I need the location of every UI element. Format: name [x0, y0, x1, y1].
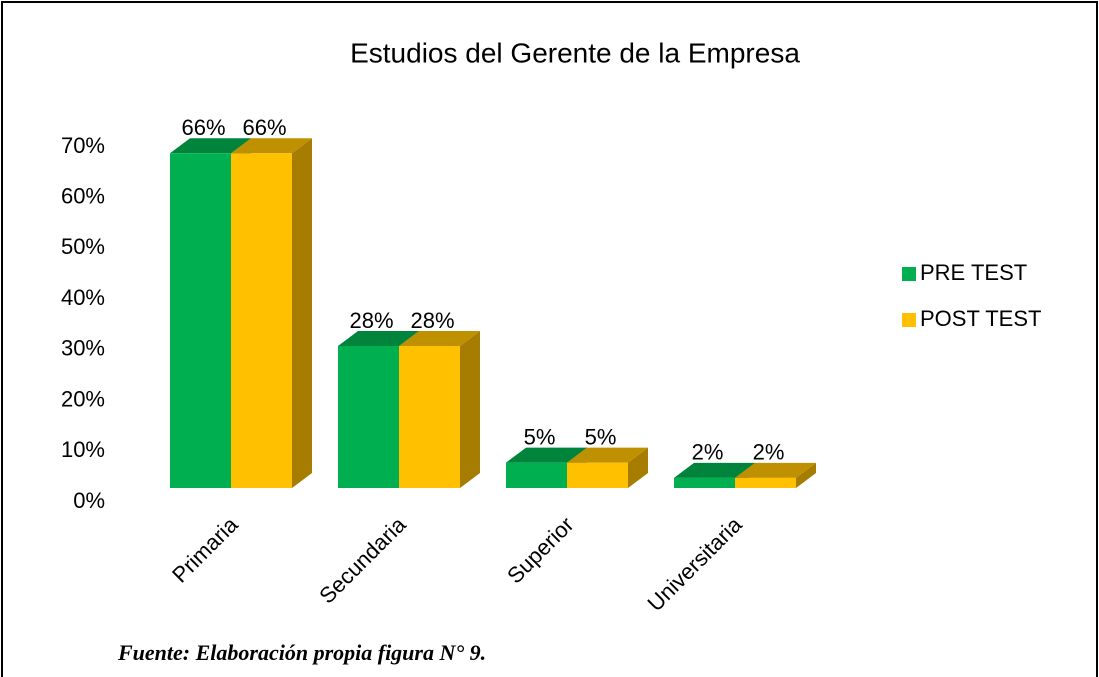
y-tick-label: 50% [61, 234, 105, 259]
bar-top [231, 138, 312, 154]
data-label: 2% [753, 440, 785, 465]
legend-swatch [902, 313, 916, 327]
bar-top [338, 331, 419, 346]
bar-front [170, 153, 231, 489]
y-tick-label: 20% [61, 386, 105, 411]
bar-top [170, 138, 251, 154]
bar-front [567, 462, 628, 488]
bar-front [231, 153, 292, 489]
x-tick-label: Superior [502, 512, 578, 588]
bar-side [292, 138, 312, 489]
data-label: 66% [242, 115, 286, 140]
y-tick-label: 0% [73, 488, 105, 513]
y-tick-label: 60% [61, 184, 105, 209]
bar [735, 462, 816, 488]
data-label: 28% [410, 308, 454, 333]
x-tick-label: Secundaria [314, 511, 411, 608]
data-label: 28% [349, 308, 393, 333]
bar-top [735, 462, 816, 478]
bar-front [338, 346, 399, 488]
y-tick-label: 70% [61, 133, 105, 158]
data-label: 66% [181, 115, 225, 140]
legend-swatch [902, 267, 916, 281]
data-label: 5% [524, 424, 556, 449]
bar-front [674, 477, 735, 488]
legend-label: PRE TEST [920, 260, 1027, 285]
y-tick-label: 40% [61, 285, 105, 310]
source-note: Fuente: Elaboración propia figura N° 9. [117, 640, 486, 665]
bar-top [674, 462, 755, 478]
bar [399, 331, 480, 488]
data-label: 5% [585, 424, 617, 449]
y-tick-label: 30% [61, 336, 105, 361]
legend-label: POST TEST [920, 306, 1041, 331]
bar-top [567, 447, 648, 463]
bar-front [735, 477, 796, 488]
x-tick-label: Primaria [167, 511, 243, 587]
data-label: 2% [692, 440, 724, 465]
x-tick-label: Universitaria [643, 511, 748, 616]
bar-side [628, 447, 648, 488]
chart-title: Estudios del Gerente de la Empresa [350, 37, 800, 68]
bar [231, 138, 312, 489]
bar-top [506, 447, 587, 463]
bar-front [506, 462, 567, 488]
bar-front [399, 346, 460, 488]
bar [567, 447, 648, 488]
bar-side [796, 462, 816, 488]
bar-side [460, 331, 480, 488]
bar-top [399, 331, 480, 346]
y-tick-label: 10% [61, 437, 105, 462]
